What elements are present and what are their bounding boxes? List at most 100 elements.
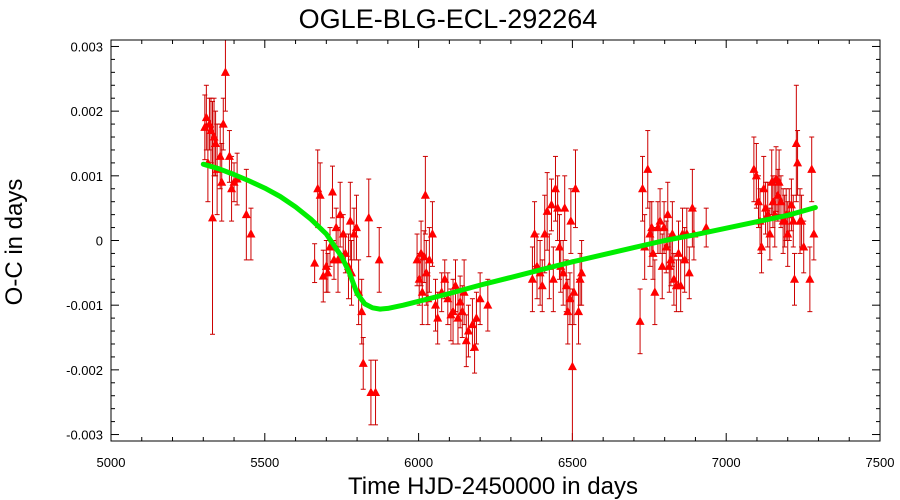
data-point — [364, 212, 374, 222]
data-point — [537, 280, 547, 290]
y-tick-label: 0 — [96, 234, 103, 249]
x-tick-label: 7500 — [866, 455, 895, 470]
axis-ticks: 5000 5500 6000 6500 7000 7500 -0.003 -0.002 -0.0… — [66, 39, 894, 470]
data-point — [561, 280, 571, 290]
data-point — [667, 229, 677, 238]
x-tick-label: 7000 — [712, 455, 741, 470]
data-point — [463, 326, 473, 335]
data-point — [527, 274, 537, 283]
data-point — [751, 170, 761, 180]
data-point — [414, 274, 424, 283]
data-point — [338, 229, 348, 238]
data-point — [241, 209, 251, 219]
data-point — [542, 206, 552, 215]
data-point — [635, 316, 645, 325]
data-point — [650, 287, 660, 296]
x-tick-label: 6500 — [558, 455, 587, 470]
data-point — [647, 222, 657, 232]
data-point — [807, 164, 817, 173]
data-point — [773, 190, 783, 199]
data-point — [200, 122, 210, 131]
fit-line — [200, 161, 818, 312]
data-point — [321, 261, 331, 270]
x-tick-label: 6000 — [404, 455, 433, 470]
data-point — [424, 254, 434, 264]
data-point — [643, 164, 653, 173]
data-point — [565, 293, 575, 303]
data-point — [799, 241, 809, 251]
data-point — [783, 229, 793, 238]
data-point — [467, 319, 477, 329]
data-point — [310, 258, 320, 267]
y-tick-label: -0.003 — [66, 428, 103, 443]
data-point — [246, 229, 256, 238]
data-point — [345, 216, 355, 225]
data-point — [471, 313, 481, 322]
data-point — [448, 306, 458, 316]
data-point — [791, 138, 801, 147]
data-point — [570, 183, 580, 193]
data-point — [659, 222, 669, 232]
data-point — [566, 216, 576, 225]
data-point — [206, 125, 216, 135]
data-point — [757, 241, 767, 251]
data-point — [805, 274, 815, 283]
y-tick-label: -0.002 — [66, 363, 103, 378]
data-point — [687, 203, 697, 212]
data-point — [443, 293, 453, 303]
data-point — [208, 212, 218, 222]
data-point — [684, 267, 694, 277]
data-point — [530, 229, 540, 238]
data-point — [325, 241, 335, 251]
data-point — [357, 306, 367, 316]
data-point — [421, 267, 431, 277]
data-point — [220, 67, 230, 76]
data-point — [657, 261, 667, 270]
x-tick-label: 5500 — [250, 455, 279, 470]
data-point — [638, 183, 648, 193]
data-point — [761, 203, 771, 212]
data-point — [440, 274, 450, 283]
data-point — [669, 274, 679, 283]
data-point — [540, 229, 550, 238]
data-point — [680, 254, 690, 264]
data-point — [558, 267, 568, 277]
data-point — [749, 164, 759, 173]
data-point — [215, 151, 225, 160]
data-point — [788, 216, 798, 225]
x-axis-label: Time HJD-2450000 in days — [348, 473, 638, 500]
data-point — [412, 254, 422, 264]
data-point — [793, 157, 803, 167]
y-tick-label: -0.001 — [66, 298, 103, 313]
data-point — [567, 361, 577, 371]
y-tick-label: 0.002 — [70, 104, 103, 119]
data-point — [417, 287, 427, 296]
data-point — [318, 271, 328, 280]
data-point — [653, 222, 663, 232]
data-point — [763, 209, 773, 219]
data-point — [427, 229, 437, 238]
data-point — [548, 274, 558, 283]
data-point — [209, 132, 219, 141]
data-point — [211, 138, 221, 147]
data-point — [358, 358, 368, 367]
data-point — [315, 190, 325, 199]
data-point — [461, 335, 471, 345]
data-point — [674, 248, 684, 257]
data-point — [560, 203, 570, 212]
data-point — [201, 112, 211, 122]
data-point — [218, 119, 228, 128]
data-point — [655, 216, 665, 225]
data-point — [217, 177, 227, 186]
data-point — [767, 177, 777, 186]
plot-area — [200, 40, 819, 441]
data-point — [227, 183, 237, 193]
data-point — [453, 313, 463, 322]
data-point — [664, 261, 674, 270]
data-point — [574, 306, 584, 316]
data-point — [645, 229, 655, 238]
data-point — [648, 248, 658, 257]
plot-frame — [110, 39, 881, 442]
data-point — [224, 151, 234, 160]
